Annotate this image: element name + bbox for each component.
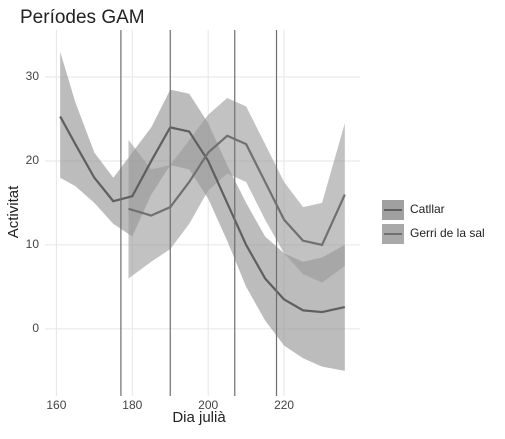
y-tick-label: 0 — [32, 321, 39, 335]
y-tick-label: 10 — [26, 237, 40, 251]
smooth-line — [128, 134, 346, 246]
y-tick-label: 30 — [26, 69, 40, 83]
confidence-ribbon — [60, 51, 345, 371]
x-tick-label: 180 — [122, 398, 142, 412]
x-axis-label: Dia julià — [172, 409, 226, 426]
confidence-ribbon — [128, 97, 345, 283]
legend-label: Gerri de la sal — [410, 226, 485, 240]
smooth-line — [59, 115, 346, 314]
chart-title: Períodes GAM — [20, 7, 145, 28]
x-tick-label: 220 — [274, 398, 294, 412]
x-tick-label: 200 — [198, 398, 218, 412]
y-tick-label: 20 — [26, 153, 40, 167]
y-axis-label: Activitat — [5, 185, 22, 238]
legend-label: Catllar — [410, 202, 445, 216]
x-tick-label: 160 — [46, 398, 66, 412]
